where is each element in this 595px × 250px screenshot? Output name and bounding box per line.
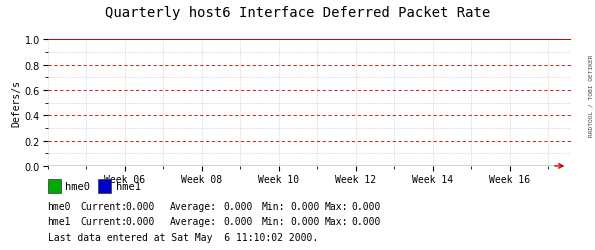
Text: Current:: Current: — [80, 216, 127, 226]
Y-axis label: Defers/s: Defers/s — [12, 80, 22, 126]
Text: Average:: Average: — [170, 201, 217, 211]
Text: 0.000: 0.000 — [125, 216, 154, 226]
Text: 0.000: 0.000 — [125, 201, 154, 211]
Text: Max:: Max: — [324, 216, 347, 226]
Text: Min:: Min: — [262, 201, 285, 211]
Text: 0.000: 0.000 — [290, 201, 320, 211]
Text: Quarterly host6 Interface Deferred Packet Rate: Quarterly host6 Interface Deferred Packe… — [105, 6, 490, 20]
Text: 0.000: 0.000 — [223, 201, 252, 211]
Text: 0.000: 0.000 — [351, 201, 380, 211]
Text: 0.000: 0.000 — [223, 216, 252, 226]
Text: hme0: hme0 — [48, 201, 71, 211]
Text: Current:: Current: — [80, 201, 127, 211]
Text: Max:: Max: — [324, 201, 347, 211]
Text: RRDTOOL / TOBI OETIKER: RRDTOOL / TOBI OETIKER — [588, 54, 593, 136]
Text: hme0: hme0 — [65, 181, 90, 191]
Text: 0.000: 0.000 — [290, 216, 320, 226]
Text: hme1: hme1 — [48, 216, 71, 226]
Text: Last data entered at Sat May  6 11:10:02 2000.: Last data entered at Sat May 6 11:10:02 … — [48, 232, 318, 242]
Text: hme1: hme1 — [116, 181, 141, 191]
Text: 0.000: 0.000 — [351, 216, 380, 226]
Text: Min:: Min: — [262, 216, 285, 226]
Text: Average:: Average: — [170, 216, 217, 226]
